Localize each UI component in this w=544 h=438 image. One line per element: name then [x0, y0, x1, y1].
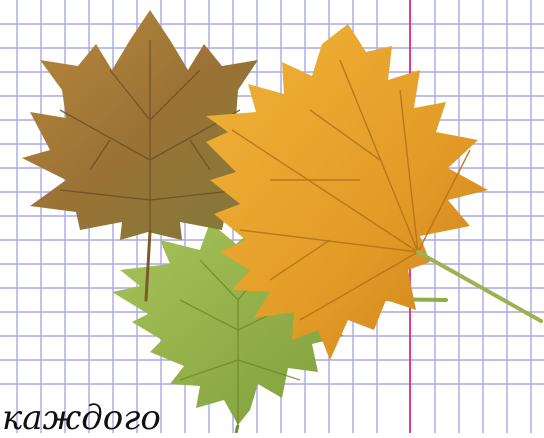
maple-leaf-orange-icon [206, 24, 543, 360]
caption-text: каждого [2, 398, 161, 438]
